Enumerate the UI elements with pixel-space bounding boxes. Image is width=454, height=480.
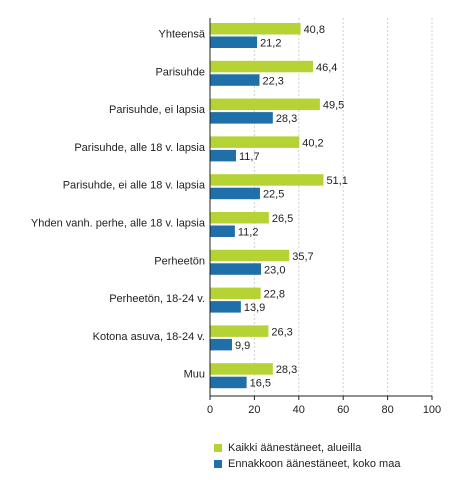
data-label-s2-6: 23,0 (264, 264, 285, 276)
bar-s2-7 (210, 301, 241, 313)
category-label-3: Parisuhde, alle 18 v. lapsia (74, 142, 206, 154)
legend-item-series-2: Ennakkoon äänestäneet, koko maa (214, 456, 400, 472)
bar-s2-1 (210, 74, 260, 86)
data-label-s2-9: 16,5 (250, 378, 271, 390)
legend-swatch-series-2 (214, 460, 222, 468)
legend-swatch-series-1 (214, 444, 222, 452)
data-label-s2-5: 11,2 (238, 227, 259, 239)
x-tick-label-1: 20 (248, 404, 260, 416)
legend-label-series-1: Kaikki äänestäneet, alueilla (228, 442, 362, 454)
data-label-s1-7: 22,8 (264, 289, 285, 301)
grid-lines (253, 18, 433, 396)
data-label-s1-0: 40,8 (304, 24, 325, 36)
legend: Kaikki äänestäneet, alueilla Ennakkoon ä… (214, 440, 400, 472)
x-tick-label-5: 100 (423, 404, 441, 416)
x-axis: 0 20 40 60 80 100 (207, 18, 441, 416)
x-tick-label-0: 0 (207, 404, 213, 416)
category-label-7: Perheetön, 18-24 v. (109, 293, 205, 305)
bar-s1-8 (210, 325, 269, 337)
legend-label-series-2: Ennakkoon äänestäneet, koko maa (228, 458, 401, 470)
bar-s1-1 (210, 60, 314, 73)
bar-s2-0 (210, 36, 258, 48)
bar-s1-7 (210, 287, 261, 300)
data-label-s1-1: 46,4 (316, 62, 337, 74)
category-label-6: Perheetön (154, 255, 205, 267)
data-label-s2-2: 28,3 (276, 113, 297, 125)
bar-s1-0 (210, 23, 301, 35)
bar-s2-5 (210, 225, 235, 237)
bar-s2-2 (210, 112, 273, 124)
bar-s1-9 (210, 363, 273, 375)
x-tick-label-4: 80 (381, 404, 393, 416)
bar-s1-2 (210, 98, 320, 111)
data-label-s2-0: 21,2 (260, 38, 281, 50)
data-label-s1-8: 26,3 (271, 326, 292, 338)
bars-group: 40,8 21,2 46,4 22,3 49,5 28,3 40,2 11,7 51,1 22,5… (210, 23, 348, 390)
bar-s2-3 (210, 149, 236, 162)
bar-s1-6 (210, 249, 290, 262)
category-label-8: Kotona asuva, 18-24 v. (93, 331, 205, 343)
category-label-0: Yhteensä (159, 29, 206, 41)
data-label-s1-2: 49,5 (323, 100, 344, 112)
data-label-s2-7: 13,9 (244, 302, 265, 314)
bar-s1-3 (210, 136, 300, 148)
category-label-5: Yhden vanh. perhe, alle 18 v. lapsia (31, 218, 206, 230)
category-label-1: Parisuhde (155, 66, 205, 78)
data-label-s1-5: 26,5 (272, 213, 293, 225)
x-tick-label-2: 40 (293, 404, 305, 416)
data-label-s2-3: 11,7 (239, 151, 260, 163)
bar-s2-8 (210, 338, 232, 351)
bar-s1-5 (210, 212, 269, 224)
data-label-s1-9: 28,3 (276, 364, 297, 376)
data-label-s1-4: 51,1 (326, 175, 347, 187)
category-labels: Yhteensä Parisuhde Parisuhde, ei lapsia Par… (31, 29, 206, 381)
category-label-4: Parisuhde, ei alle 18 v. lapsia (63, 180, 206, 192)
bar-s2-6 (210, 263, 262, 275)
bar-s1-4 (210, 174, 324, 186)
legend-item-series-1: Kaikki äänestäneet, alueilla (214, 440, 400, 456)
data-label-s1-6: 35,7 (292, 251, 313, 263)
data-label-s1-3: 40,2 (302, 137, 323, 149)
data-label-s2-4: 22,5 (263, 189, 284, 201)
data-label-s2-1: 22,3 (263, 75, 284, 87)
x-tick-label-3: 60 (337, 404, 349, 416)
bar-s2-9 (210, 376, 247, 389)
category-label-9: Muu (184, 369, 205, 381)
bar-s2-4 (210, 187, 260, 200)
category-label-2: Parisuhde, ei lapsia (109, 104, 206, 116)
data-label-s2-8: 9,9 (235, 340, 250, 352)
